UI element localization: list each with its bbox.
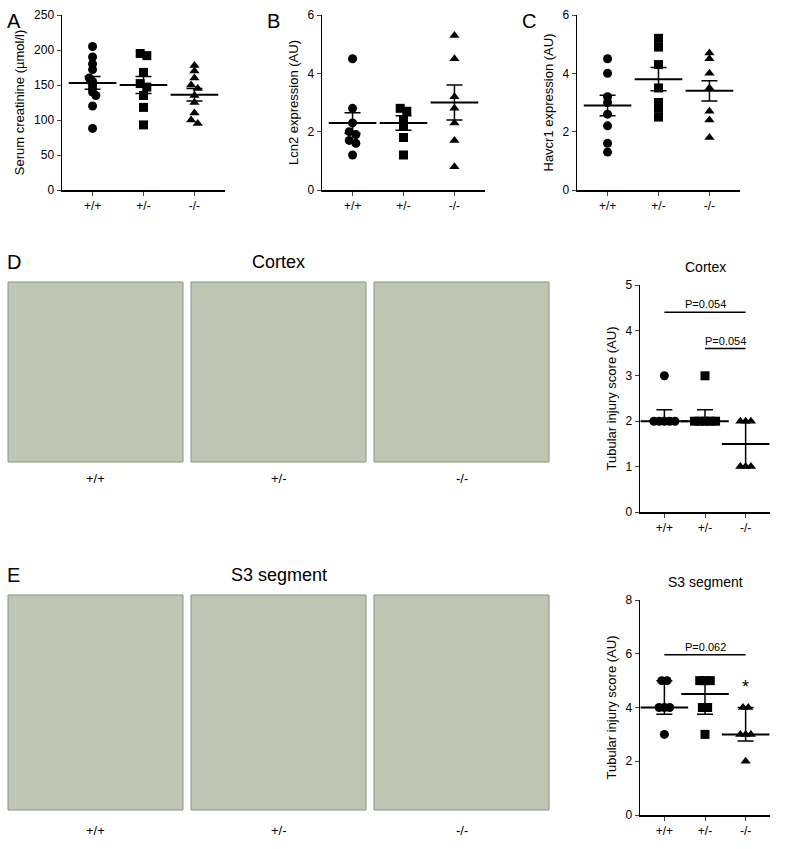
svg-text:-/-: -/-: [189, 199, 200, 213]
svg-text:-/-: -/-: [456, 823, 468, 838]
svg-text:6: 6: [307, 8, 314, 22]
svg-text:+/+: +/+: [84, 199, 101, 213]
svg-text:+/-: +/-: [271, 471, 287, 486]
svg-text:+/+: +/+: [86, 823, 105, 838]
svg-text:0: 0: [307, 183, 314, 197]
svg-text:Havcr1 expression (AU): Havcr1 expression (AU): [541, 34, 556, 172]
svg-text:4: 4: [625, 701, 632, 715]
svg-text:E: E: [7, 564, 20, 586]
svg-text:4: 4: [307, 67, 314, 81]
svg-text:50: 50: [41, 148, 55, 162]
svg-text:+/-: +/-: [698, 521, 712, 535]
svg-text:B: B: [267, 10, 280, 32]
svg-text:0: 0: [625, 808, 632, 822]
svg-text:2: 2: [562, 125, 569, 139]
svg-text:S3 segment: S3 segment: [668, 574, 743, 590]
svg-text:150: 150: [34, 78, 54, 92]
svg-text:P=0.054: P=0.054: [685, 298, 726, 310]
svg-text:1: 1: [625, 460, 632, 474]
svg-text:*: *: [742, 677, 749, 697]
svg-text:P=0.054: P=0.054: [705, 335, 746, 347]
svg-text:+/-: +/-: [698, 824, 712, 838]
svg-text:P=0.062: P=0.062: [685, 641, 726, 653]
svg-text:+/+: +/+: [656, 521, 673, 535]
svg-text:Lcn2 expression (AU): Lcn2 expression (AU): [286, 40, 301, 165]
svg-text:6: 6: [625, 647, 632, 661]
svg-text:100: 100: [34, 113, 54, 127]
svg-text:Serum creatinine (µmol/l): Serum creatinine (µmol/l): [12, 30, 27, 175]
svg-text:+/-: +/-: [136, 199, 150, 213]
svg-text:+/-: +/-: [651, 199, 665, 213]
svg-text:-/-: -/-: [704, 199, 715, 213]
svg-text:2: 2: [625, 754, 632, 768]
svg-text:250: 250: [34, 8, 54, 22]
svg-text:-/-: -/-: [449, 199, 460, 213]
svg-text:0: 0: [562, 183, 569, 197]
svg-text:Cortex: Cortex: [252, 252, 305, 272]
svg-text:Cortex: Cortex: [685, 259, 726, 275]
svg-text:8: 8: [625, 593, 632, 607]
svg-text:+/-: +/-: [396, 199, 410, 213]
svg-text:+/+: +/+: [344, 199, 361, 213]
svg-text:Tubular injury score (AU): Tubular injury score (AU): [604, 326, 619, 470]
svg-text:2: 2: [625, 414, 632, 428]
svg-text:+/-: +/-: [271, 823, 287, 838]
svg-text:4: 4: [562, 67, 569, 81]
svg-text:-/-: -/-: [740, 521, 751, 535]
svg-text:-/-: -/-: [456, 471, 468, 486]
svg-text:5: 5: [625, 278, 632, 292]
svg-text:-/-: -/-: [740, 824, 751, 838]
svg-text:+/+: +/+: [86, 471, 105, 486]
svg-text:2: 2: [307, 125, 314, 139]
svg-text:0: 0: [625, 505, 632, 519]
svg-text:S3 segment: S3 segment: [231, 565, 327, 585]
svg-text:A: A: [7, 10, 21, 32]
svg-text:200: 200: [34, 43, 54, 57]
svg-text:Tubular injury score (AU): Tubular injury score (AU): [604, 635, 619, 779]
svg-text:+/+: +/+: [656, 824, 673, 838]
svg-text:6: 6: [562, 8, 569, 22]
svg-text:C: C: [522, 10, 536, 32]
svg-text:4: 4: [625, 324, 632, 338]
svg-text:D: D: [7, 251, 21, 273]
svg-text:0: 0: [47, 183, 54, 197]
svg-text:3: 3: [625, 369, 632, 383]
svg-text:+/+: +/+: [599, 199, 616, 213]
